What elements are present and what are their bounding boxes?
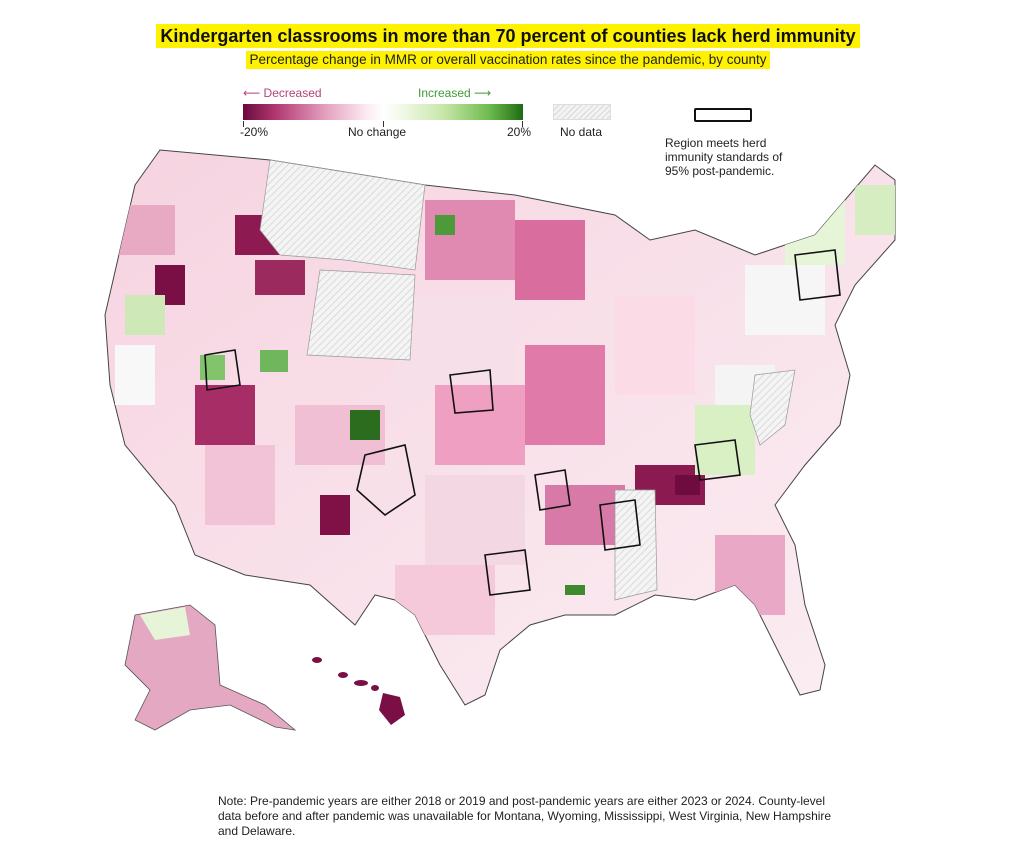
- hawaii: [312, 657, 405, 725]
- color-ramp: [243, 104, 523, 120]
- legend-decreased-label: Decreased: [263, 86, 322, 100]
- herd-swatch: [694, 108, 752, 122]
- chart-subtitle: Percentage change in MMR or overall vacc…: [246, 51, 770, 69]
- title-wrap: Kindergarten classrooms in more than 70 …: [0, 24, 1016, 48]
- legend-increased-label: Increased: [418, 86, 471, 100]
- arrow-right-icon: ⟶: [474, 86, 492, 100]
- nodata-west-virginia: [749, 369, 796, 446]
- county-patches: [115, 185, 895, 635]
- nodata-label: No data: [560, 125, 603, 139]
- legend-decreased: ⟵ Decreased: [243, 86, 322, 100]
- subtitle-wrap: Percentage change in MMR or overall vacc…: [0, 51, 1016, 69]
- legend-increased: Increased ⟶: [418, 86, 491, 100]
- nodata-wyoming: [306, 269, 416, 361]
- chart-title: Kindergarten classrooms in more than 70 …: [156, 24, 860, 48]
- us-county-map: [104, 149, 896, 731]
- legend-min-label: -20%: [240, 125, 269, 139]
- arrow-left-icon: ⟵: [243, 86, 261, 100]
- nodata-swatch: [553, 104, 611, 120]
- ramp-tick-min: [243, 121, 244, 127]
- footnote: Note: Pre-pandemic years are either 2018…: [218, 794, 832, 838]
- legend-max-label: 20%: [507, 125, 532, 139]
- ramp-tick-mid: [383, 121, 384, 127]
- herd-outlines: [204, 249, 841, 596]
- legend-mid-label: No change: [348, 125, 407, 139]
- herd-label: Region meets herd immunity standards of …: [665, 136, 783, 178]
- nodata-montana: [259, 159, 426, 271]
- ramp-tick-max: [522, 121, 523, 127]
- alaska-north-patch: [140, 607, 190, 640]
